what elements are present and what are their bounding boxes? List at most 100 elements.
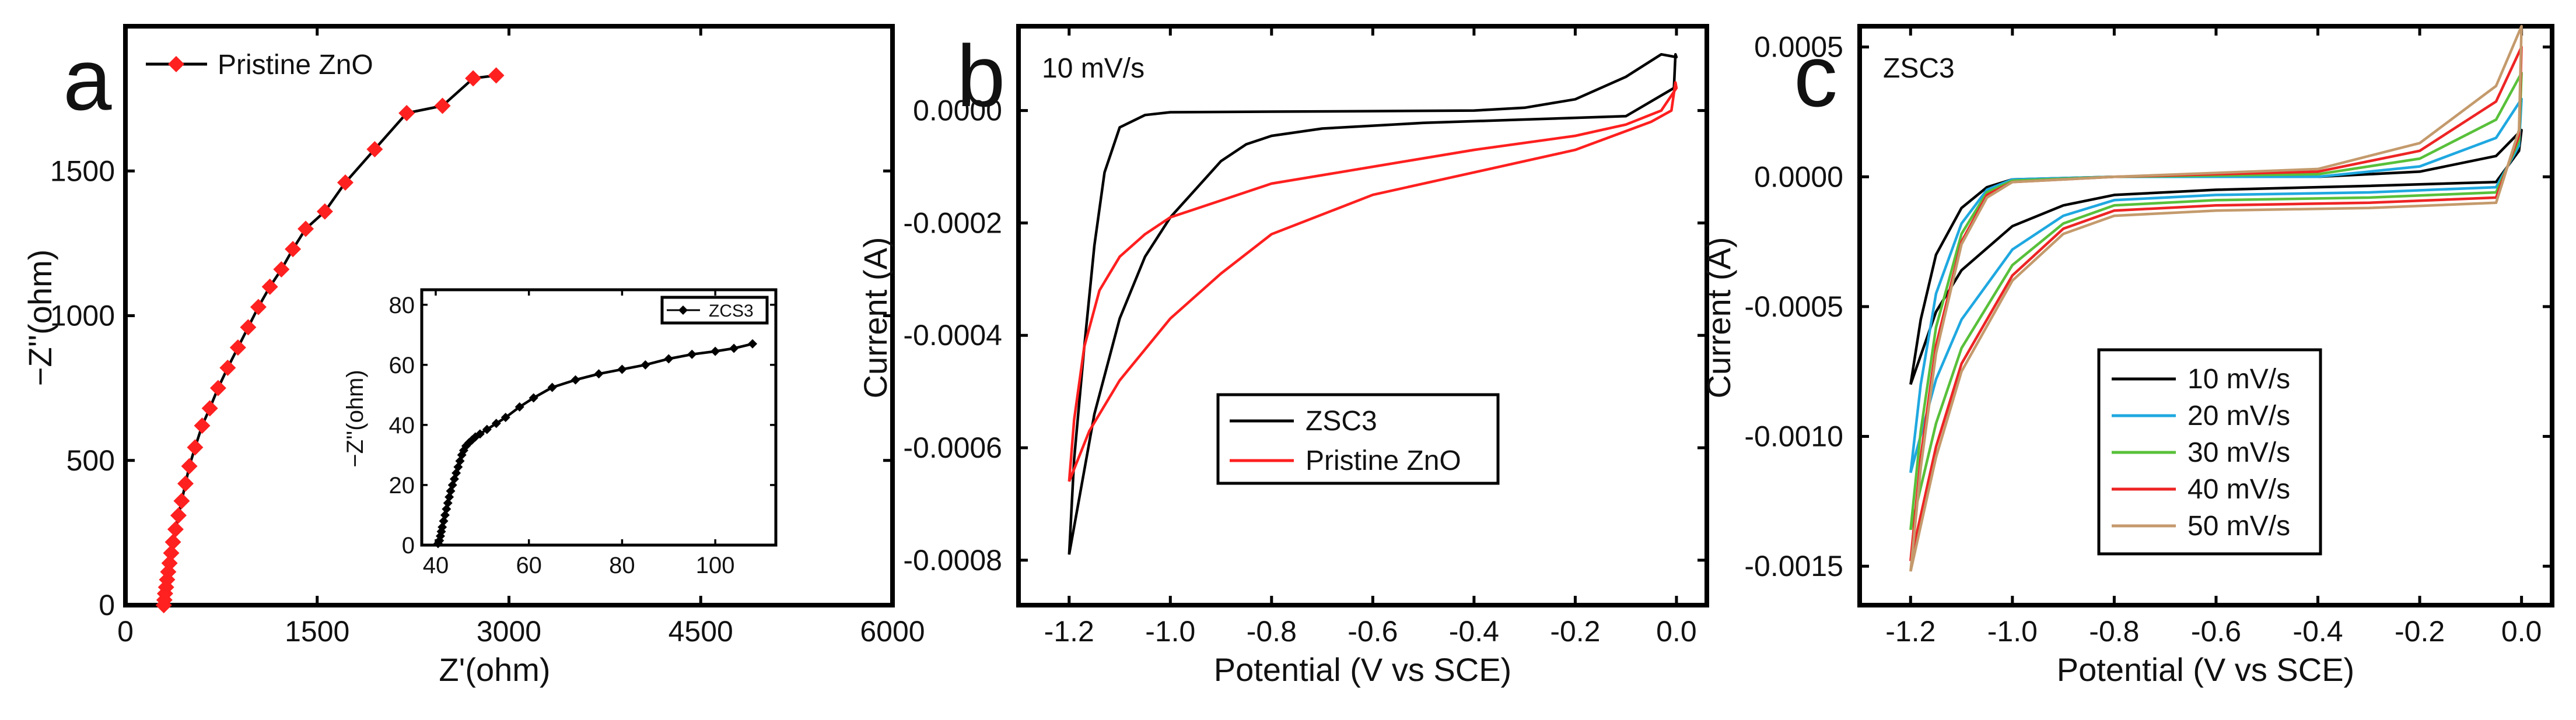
panel-a-inset-y-tick-label: 60: [389, 353, 415, 378]
panel-a-inset-point-zcs3: [501, 413, 510, 422]
panel-a-inset-point-zcs3: [729, 343, 739, 353]
panel-b-x-tick-label: -0.6: [1348, 615, 1398, 648]
panel-c-legend-label-40-mv-s: 40 mV/s: [2188, 474, 2290, 505]
panel-a-inset-y-tick-label: 20: [389, 473, 415, 498]
panel-a-inset-y-tick-label: 80: [389, 293, 415, 318]
panel-a-point-pristine-zno: [163, 545, 180, 561]
panel-c-y-tick-label: 0.0000: [1754, 160, 1843, 193]
panel-c-series: [1909, 24, 2523, 572]
panel-c-legend-label-20-mv-s: 20 mV/s: [2188, 401, 2290, 431]
panel-a-inset-frame: [420, 288, 778, 547]
panel-a-inset-point-zcs3: [528, 393, 538, 403]
panel-a-inset-tick-labels: 40 60 80 100 0 20 40 60 80: [389, 293, 735, 578]
panel-a-inset-point-zcs3: [570, 375, 580, 385]
panel-b-x-tick-label: -0.8: [1247, 615, 1297, 648]
panel-a-inset-point-zcs3: [475, 429, 485, 439]
panel-b-y-tick-label: -0.0008: [903, 544, 1002, 577]
panel-a-x-tick-label: 4500: [668, 615, 733, 648]
panel-c-y-tick-label: -0.0010: [1744, 420, 1843, 453]
panel-c-y-tick-label: -0.0005: [1744, 290, 1843, 323]
panel-a-inset-point-zcs3: [547, 382, 557, 392]
panel-a-point-pristine-zno: [173, 493, 190, 510]
panel-a-inset-legend-label: ZCS3: [709, 301, 754, 321]
panel-a-point-pristine-zno: [181, 458, 198, 475]
panel-a-point-pristine-zno: [250, 298, 267, 315]
panel-a-y-tick-label: 500: [66, 444, 115, 477]
panel-c-x-tick-label: -1.2: [1885, 615, 1936, 648]
panel-b-y-axis-label: Current (A): [857, 237, 894, 399]
panel-a-inset-legend-box: [660, 296, 769, 325]
panel-b-x-axis-label: Potential (V vs SCE): [1214, 651, 1511, 688]
panel-a-x-tick-label: 0: [117, 615, 134, 648]
panel-c-x-tick-label: -0.6: [2191, 615, 2241, 648]
panel-a-point-pristine-zno: [366, 141, 383, 158]
panel-a-point-pristine-zno: [209, 380, 226, 396]
panel-a-inset: 40 60 80 100 0 20 40 60 80 −Z''(ohm) ZCS3: [342, 288, 778, 578]
panel-a-inset-ticks: [422, 290, 776, 546]
panel-a-inset-legend-marker: [678, 305, 688, 315]
panel-b-x-tick-label: -0.2: [1550, 615, 1600, 648]
panel-b-ticks: [1019, 26, 1707, 605]
panel-a-point-pristine-zno: [167, 521, 184, 538]
panel-b-legend-box: [1216, 393, 1500, 485]
panel-a-inset-point-zcs3: [594, 369, 604, 379]
panel-a-inset-x-tick-label: 100: [696, 553, 735, 578]
panel-a-inset-point-zcs3: [491, 419, 501, 429]
panel-a-y-axis-label: −Z''(ohm): [22, 250, 58, 387]
panel-c-legend-label-10-mv-s: 10 mV/s: [2188, 364, 2290, 395]
panel-a-point-pristine-zno: [194, 417, 211, 434]
panel-a-letter: a: [63, 30, 112, 128]
panel-a-point-pristine-zno: [316, 203, 333, 220]
panel-a-point-pristine-zno: [161, 555, 178, 572]
panel-c-x-tick-label: -0.8: [2089, 615, 2139, 648]
panel-c-y-tick-label: -0.0015: [1744, 550, 1843, 582]
panel-a-point-pristine-zno: [177, 475, 194, 492]
panel-a-inset-point-zcs3: [617, 364, 627, 374]
panel-a-series-pristine-zno: [162, 74, 496, 606]
panel-c-x-axis-label: Potential (V vs SCE): [2057, 651, 2354, 688]
panel-a-legend: Pristine ZnO: [146, 50, 373, 80]
panel-a-plot-frame: [123, 24, 895, 607]
panel-a-point-pristine-zno: [398, 104, 415, 121]
panel-a-inset-x-tick-label: 80: [609, 553, 635, 578]
panel-a-point-pristine-zno: [261, 278, 278, 295]
panel-a-point-pristine-zno: [229, 339, 246, 356]
panel-a-x-axis-label: Z'(ohm): [439, 651, 550, 688]
panel-b-series-zsc3: [1068, 52, 1678, 555]
panel-c: c ZSC3 -1.2 -1.0 -0.8 -0.6 -0.4 -0.2 0.0 0.0005…: [1700, 24, 2554, 688]
panel-b-x-tick-label: 0.0: [1656, 615, 1697, 648]
panel-c-x-tick-label: 0.0: [2501, 615, 2542, 648]
panel-a-inset-x-tick-label: 40: [423, 553, 449, 578]
panel-c-legend: 10 mV/s 20 mV/s 30 mV/s 40 mV/s 50 mV/s: [2097, 348, 2322, 556]
panel-b-legend: ZSC3 Pristine ZnO: [1216, 393, 1500, 485]
panel-a-point-pristine-zno: [465, 70, 482, 87]
panel-c-series-10-mv-s: [1909, 128, 2523, 385]
panel-b-y-tick-label: -0.0006: [903, 431, 1002, 464]
panel-c-x-tick-label: -0.2: [2395, 615, 2445, 648]
panel-c-legend-items: 10 mV/s 20 mV/s 30 mV/s 40 mV/s 50 mV/s: [2112, 364, 2290, 542]
panel-a-inset-y-tick-label: 40: [389, 413, 415, 438]
panel-b-legend-label-pristine-zno: Pristine ZnO: [1306, 445, 1461, 476]
panel-b-y-tick-label: -0.0004: [903, 319, 1002, 352]
panel-a-legend-marker: [168, 56, 184, 72]
panel-a-point-pristine-zno: [434, 97, 451, 114]
panel-a-point-pristine-zno: [298, 220, 314, 237]
panel-c-series-50-mv-s: [1909, 24, 2523, 572]
panel-c-y-tick-label: 0.0005: [1754, 31, 1843, 64]
panel-a-inset-point-zcs3: [748, 339, 758, 349]
panel-a-point-pristine-zno: [285, 241, 302, 258]
panel-a-x-tick-label: 3000: [477, 615, 541, 648]
panel-a-inset-point-zcs3: [640, 360, 650, 370]
panel-c-legend-label-50-mv-s: 50 mV/s: [2188, 511, 2290, 542]
panel-b-tick-labels: -1.2 -1.0 -0.8 -0.6 -0.4 -0.2 0.0 0.0000 -0.0002…: [903, 94, 1696, 648]
panel-b-x-tick-label: -0.4: [1449, 615, 1499, 648]
panel-b-x-tick-label: -1.0: [1145, 615, 1195, 648]
panel-a-inset-point-zcs3: [687, 349, 697, 359]
panel-b-x-tick-label: -1.2: [1044, 615, 1094, 648]
panel-a-y-tick-label: 1500: [50, 154, 115, 187]
panel-a-inset-series: [433, 339, 758, 549]
panel-c-plot-frame: [1857, 24, 2554, 607]
panel-a-inset-point-zcs3: [482, 424, 492, 434]
panel-c-annotation: ZSC3: [1883, 53, 1955, 84]
